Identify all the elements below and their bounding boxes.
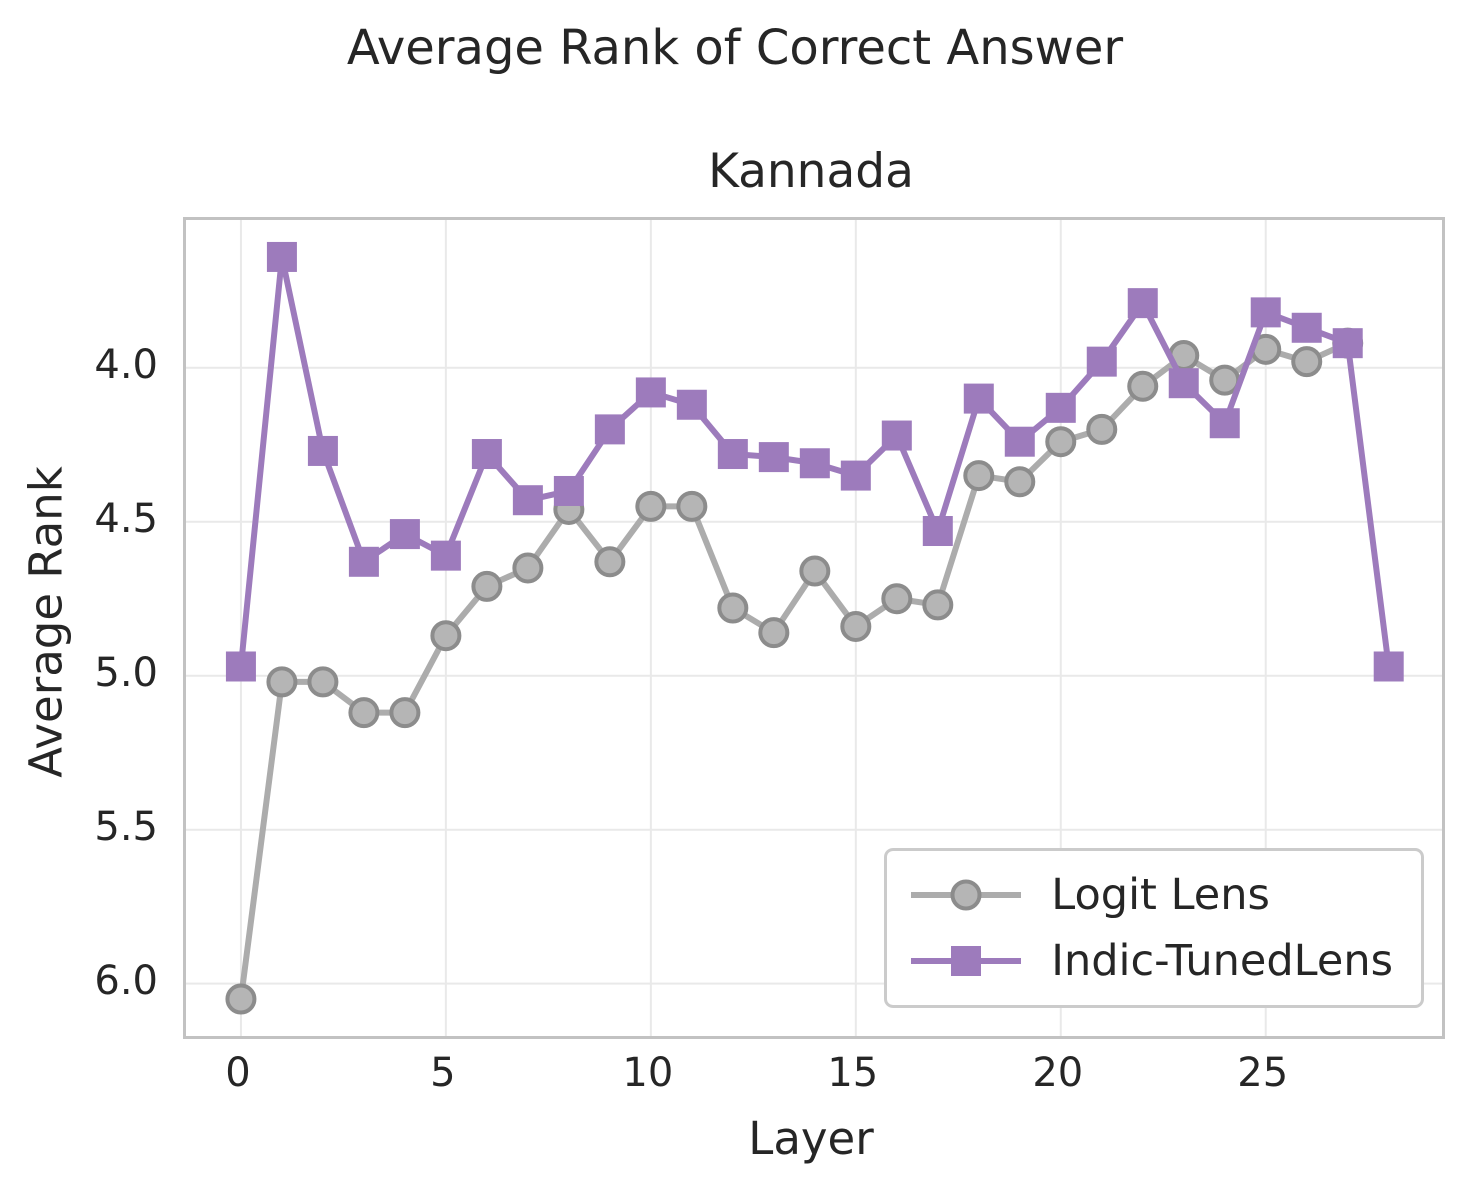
x-tick-label: 10 xyxy=(622,1050,674,1096)
x-tick-label: 25 xyxy=(1237,1050,1289,1096)
y-tick-label: 6.0 xyxy=(94,957,158,1004)
y-axis-label: Average Rank xyxy=(19,466,73,778)
x-tick-label: 0 xyxy=(225,1050,251,1096)
legend-label: Indic-TunedLens xyxy=(1051,936,1393,986)
y-tick-label: 5.5 xyxy=(94,803,158,850)
figure-title: Average Rank of Correct Answer xyxy=(346,20,1124,76)
y-tick-label: 5.0 xyxy=(94,649,158,696)
x-tick-label: 15 xyxy=(827,1050,879,1096)
legend-label: Logit Lens xyxy=(1051,870,1270,920)
y-tick-label: 4.0 xyxy=(94,341,158,388)
legend-marker-indic-tunedlens xyxy=(911,946,1022,976)
x-axis-label: Layer xyxy=(748,1112,874,1165)
legend-row: Logit Lens xyxy=(907,865,1393,925)
line-chart xyxy=(186,220,1442,1036)
legend-row: Indic-TunedLens xyxy=(907,931,1393,991)
legend: Logit Lens Indic-TunedLens xyxy=(884,848,1424,1008)
y-tick-label: 4.5 xyxy=(94,495,158,542)
x-tick-label: 20 xyxy=(1032,1050,1084,1096)
axes-title: Kannada xyxy=(708,144,914,199)
x-tick-label: 5 xyxy=(430,1050,456,1096)
legend-marker-logit-lens xyxy=(911,879,1022,911)
